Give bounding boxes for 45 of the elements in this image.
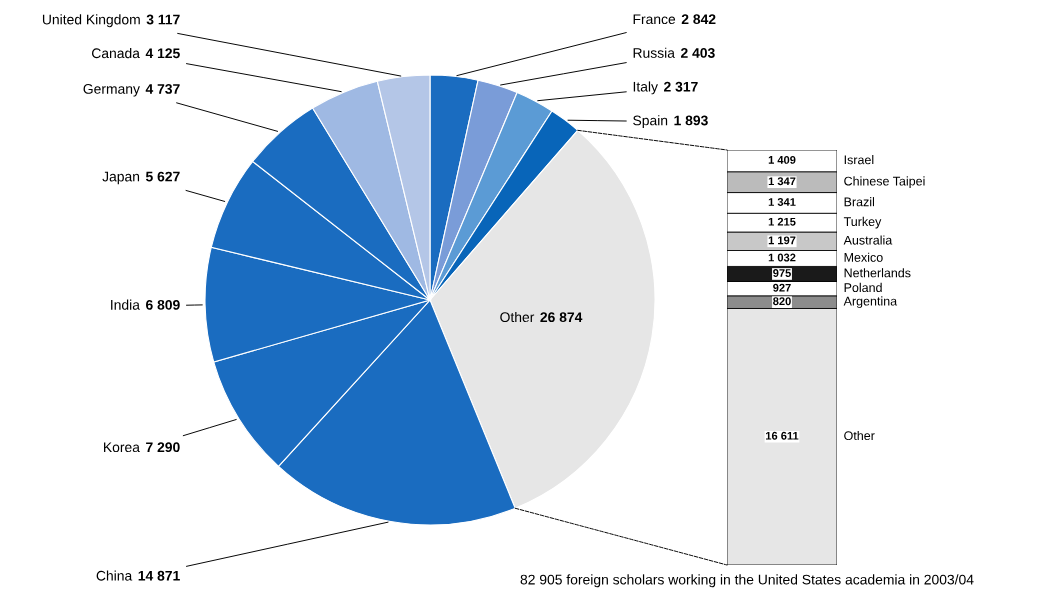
data-label: 1 341	[768, 198, 796, 206]
data-label: 14 871	[138, 570, 180, 581]
series-label: Chinese Taipei	[844, 176, 925, 188]
data-label: 26 874	[540, 312, 583, 323]
series-label: Australia	[843, 235, 893, 245]
slice-label: Canada	[92, 47, 140, 59]
slice-label: Germany	[83, 84, 140, 97]
data-label: 975	[773, 269, 791, 277]
series-label: Brazil	[844, 197, 875, 207]
slice-label: United Kingdom	[42, 14, 140, 28]
data-label: 6 809	[146, 299, 180, 310]
data-label: 4 737	[145, 84, 180, 94]
slice-label: Japan	[102, 171, 140, 185]
slice-label: Other	[500, 311, 535, 323]
series-label: Israel	[844, 155, 874, 165]
series-label: Turkey	[843, 216, 882, 229]
slice-label: Italy	[633, 81, 658, 95]
data-label: 7 290	[146, 442, 180, 453]
slice-label: China	[96, 570, 133, 581]
data-label: 1 032	[768, 253, 796, 262]
data-label: 2 403	[680, 48, 715, 58]
data-label: 1 215	[768, 217, 796, 226]
data-label: 2 317	[664, 81, 698, 92]
text: 82 905 foreign scholars working in the United States academia in 2003/04	[520, 574, 974, 588]
data-label: 1 197	[768, 236, 796, 245]
data-label: 5 627	[145, 171, 180, 182]
data-label: 3 117	[146, 14, 180, 25]
slice-label: India	[111, 299, 140, 310]
data-label: 4 125	[145, 48, 180, 59]
data-label: 1 347	[768, 177, 796, 186]
series-label: Poland	[844, 282, 882, 293]
data-label: 1 409	[768, 155, 796, 164]
series-label: Argentina	[843, 296, 898, 308]
slice-label: Spain	[633, 115, 668, 129]
data-label: 2 842	[681, 14, 716, 25]
data-label: 927	[773, 283, 791, 292]
slice-label: France	[633, 14, 676, 25]
data-label: 820	[773, 297, 791, 306]
series-label: Other	[844, 430, 875, 441]
slice-label: Russia	[633, 47, 675, 58]
slice-label: Korea	[104, 442, 140, 453]
series-label: Netherlands	[844, 268, 911, 278]
series-label: Mexico	[844, 252, 883, 262]
data-label: 16 611	[766, 431, 799, 440]
data-label: 1 893	[674, 115, 708, 126]
